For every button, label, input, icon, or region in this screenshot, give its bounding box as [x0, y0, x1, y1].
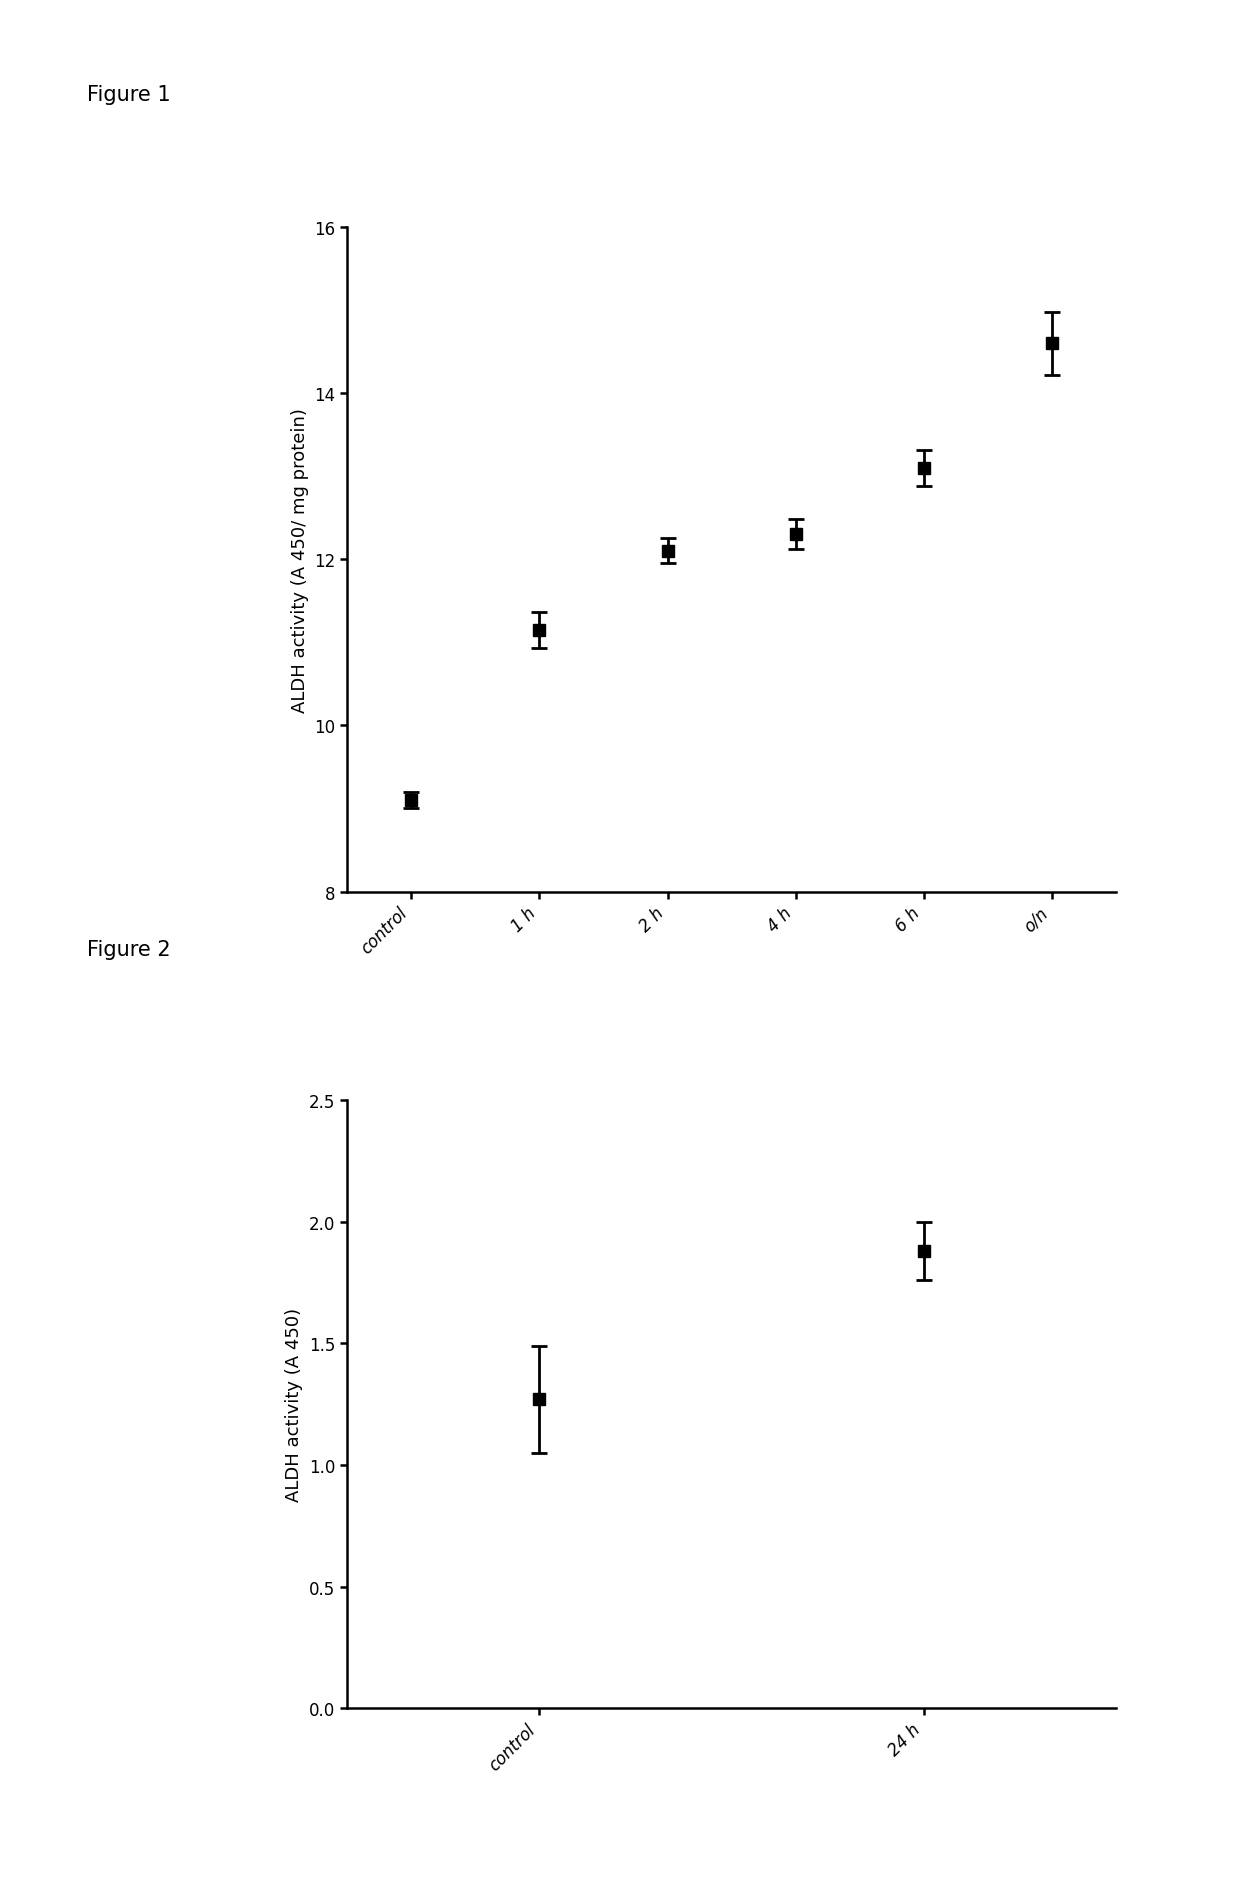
- Text: Figure 1: Figure 1: [87, 85, 170, 106]
- Text: Figure 2: Figure 2: [87, 940, 170, 960]
- Y-axis label: ALDH activity (A 450): ALDH activity (A 450): [285, 1308, 304, 1501]
- Y-axis label: ALDH activity (A 450/ mg protein): ALDH activity (A 450/ mg protein): [290, 408, 309, 712]
